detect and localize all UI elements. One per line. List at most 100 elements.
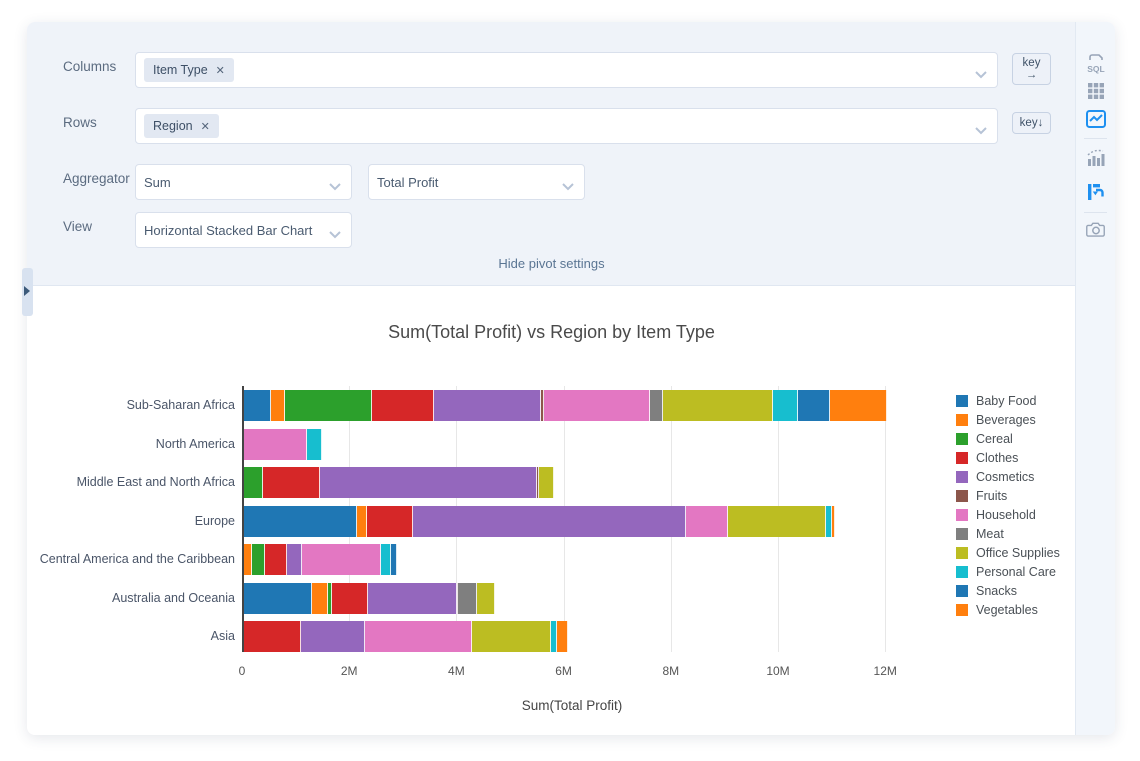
bar-segment[interactable] — [367, 505, 413, 537]
bar-segment[interactable] — [244, 467, 264, 498]
y-axis-label: Asia — [210, 629, 235, 644]
chevron-right-icon — [24, 286, 30, 296]
legend-item[interactable]: Meat — [956, 524, 1060, 543]
bar-segment[interactable] — [825, 505, 832, 537]
bar-segment[interactable] — [830, 390, 887, 421]
columns-tag-chip[interactable]: Item Type ✕ — [144, 58, 234, 82]
rows-tag-chip[interactable]: Region ✕ — [144, 114, 219, 138]
y-axis-label: Central America and the Caribbean — [39, 552, 235, 567]
bar-segment[interactable] — [327, 582, 332, 614]
camera-icon[interactable] — [1085, 221, 1106, 243]
columns-tag-label: Item Type — [153, 63, 208, 77]
bar-segment[interactable] — [412, 505, 687, 537]
view-select[interactable]: Horizontal Stacked Bar Chart — [135, 212, 352, 248]
bar-segment[interactable] — [306, 428, 322, 460]
bar-segment[interactable] — [544, 390, 651, 421]
bar-segment[interactable] — [311, 582, 328, 614]
stats-chart-icon[interactable] — [1086, 148, 1106, 171]
legend-label: Office Supplies — [976, 545, 1060, 560]
bar-segment[interactable] — [263, 467, 320, 498]
bar-row — [244, 621, 568, 652]
bar-segment[interactable] — [686, 505, 728, 537]
bar-segment[interactable] — [540, 390, 545, 421]
bar-segment[interactable] — [663, 390, 773, 421]
legend-item[interactable]: Office Supplies — [956, 543, 1060, 562]
rows-select[interactable]: Region ✕ — [135, 108, 998, 144]
bar-segment[interactable] — [391, 544, 398, 575]
bar-segment[interactable] — [471, 621, 551, 652]
bar-segment[interactable] — [285, 390, 373, 421]
bar-segment[interactable] — [244, 621, 302, 652]
legend-item[interactable]: Clothes — [956, 448, 1060, 467]
bar-segment[interactable] — [301, 621, 365, 652]
toolbar-divider — [1084, 138, 1107, 139]
legend-item[interactable]: Fruits — [956, 486, 1060, 505]
bar-segment[interactable] — [456, 582, 459, 614]
legend-item[interactable]: Household — [956, 505, 1060, 524]
bar-segment[interactable] — [244, 544, 252, 575]
y-axis-labels: Sub-Saharan Africa North America Middle Ea… — [27, 386, 235, 656]
bar-segment[interactable] — [476, 582, 496, 614]
bar-segment[interactable] — [831, 505, 835, 537]
pivot-icon[interactable] — [1086, 182, 1106, 207]
legend-item[interactable]: Vegetables — [956, 600, 1060, 619]
bar-segment[interactable] — [433, 390, 541, 421]
sql-icon[interactable]: SQL — [1085, 52, 1107, 81]
bar-segment[interactable] — [538, 467, 555, 498]
x-axis-title: Sum(Total Profit) — [521, 698, 623, 713]
aggregator-select[interactable]: Sum — [135, 164, 352, 200]
legend-item[interactable]: Personal Care — [956, 562, 1060, 581]
legend-item[interactable]: Beverages — [956, 410, 1060, 429]
remove-tag-icon[interactable]: ✕ — [200, 120, 210, 133]
bar-segment[interactable] — [244, 505, 357, 537]
bar-segment[interactable] — [270, 390, 286, 421]
bar-segment[interactable] — [356, 505, 368, 537]
toolbar-divider — [1084, 212, 1107, 213]
bar-segment[interactable] — [331, 582, 368, 614]
legend-item[interactable]: Baby Food — [956, 391, 1060, 410]
legend-swatch — [956, 470, 968, 483]
bar-segment[interactable] — [727, 505, 826, 537]
bar-segment[interactable] — [550, 621, 557, 652]
bar-segment[interactable] — [264, 544, 287, 575]
legend-swatch — [956, 603, 968, 616]
legend-item[interactable]: Cereal — [956, 429, 1060, 448]
bar-segment[interactable] — [367, 582, 457, 614]
bar-row — [244, 544, 398, 575]
bar-segment[interactable] — [364, 621, 472, 652]
bar-segment[interactable] — [251, 544, 265, 575]
bar-segment[interactable] — [302, 544, 382, 575]
columns-key-button[interactable]: key → — [1012, 53, 1051, 85]
legend-label: Cereal — [976, 431, 1013, 446]
bar-segment[interactable] — [381, 544, 392, 575]
bar-segment[interactable] — [244, 428, 307, 460]
bar-segment[interactable] — [372, 390, 434, 421]
chevron-down-icon — [975, 122, 987, 140]
legend-item[interactable]: Snacks — [956, 581, 1060, 600]
remove-tag-icon[interactable]: ✕ — [215, 64, 225, 77]
bar-segment[interactable] — [798, 390, 831, 421]
bar-segment[interactable] — [286, 544, 303, 575]
svg-text:SQL: SQL — [1087, 64, 1104, 74]
legend-item[interactable]: Cosmetics — [956, 467, 1060, 486]
bar-segment[interactable] — [319, 467, 537, 498]
bar-segment[interactable] — [650, 390, 664, 421]
bar-segment[interactable] — [244, 582, 312, 614]
chart-title: Sum(Total Profit) vs Region by Item Type — [388, 322, 715, 342]
chart-legend: Baby Food Beverages Cereal Clothes Cosmetics… — [956, 391, 1060, 619]
collapse-panel-handle[interactable] — [22, 268, 33, 316]
bar-segment[interactable] — [556, 621, 568, 652]
hide-pivot-settings-link[interactable]: Hide pivot settings — [498, 256, 605, 271]
rows-key-button[interactable]: key↓ — [1012, 112, 1051, 134]
legend-swatch — [956, 527, 968, 540]
x-axis-tick-label: 4M — [448, 664, 465, 678]
bar-segment[interactable] — [772, 390, 799, 421]
chart-image-icon[interactable] — [1085, 110, 1106, 133]
bar-segment[interactable] — [458, 582, 477, 614]
table-icon[interactable] — [1087, 82, 1105, 105]
bar-segment[interactable] — [536, 467, 539, 498]
x-axis-tick-label: 12M — [873, 664, 897, 678]
bar-segment[interactable] — [244, 390, 271, 421]
aggregator-field-select[interactable]: Total Profit — [368, 164, 585, 200]
columns-select[interactable]: Item Type ✕ — [135, 52, 998, 88]
